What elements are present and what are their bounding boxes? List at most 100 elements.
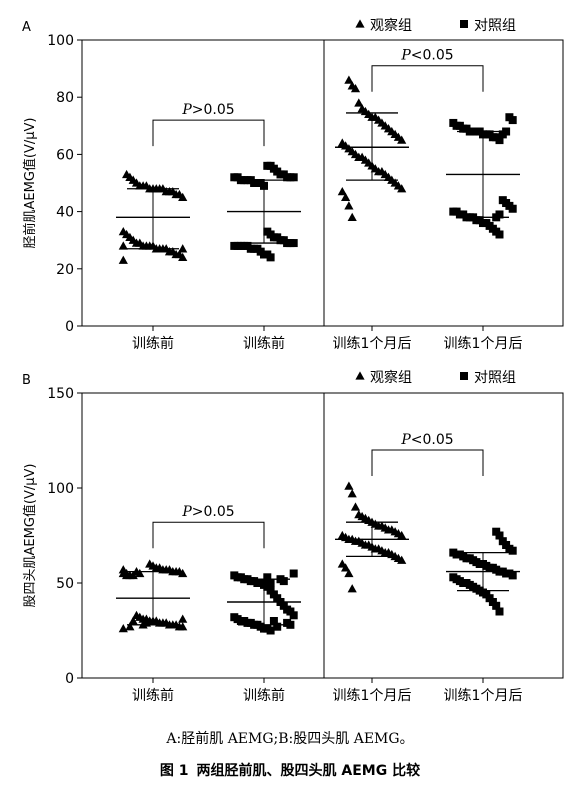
legend-label: 观察组 [370, 17, 412, 34]
data-point [337, 186, 347, 196]
data-point [263, 227, 272, 236]
data-point [145, 559, 155, 568]
data-point [344, 481, 354, 490]
data-point [357, 104, 367, 113]
data-point [449, 207, 458, 216]
data-point [131, 610, 142, 619]
data-point [449, 548, 458, 557]
x-tick-label: 训练1个月后 [333, 336, 412, 352]
data-point [341, 192, 351, 201]
data-point [230, 613, 239, 622]
data-point [266, 579, 275, 587]
bracket-line [152, 119, 265, 147]
significance-bracket: P>0.05 [152, 102, 265, 147]
significance-label: P>0.05 [181, 102, 234, 118]
legend-marker-triangle [355, 19, 365, 28]
data-point [131, 567, 142, 576]
data-point [337, 530, 347, 540]
bracket-line [371, 65, 484, 92]
panel-label: A [22, 20, 31, 35]
data-point [347, 212, 357, 221]
y-tick-label: 50 [56, 576, 74, 592]
figure-caption: 图 1 两组胫前肌、股四头肌 AEMG 比较 [0, 760, 580, 780]
data-point [495, 607, 504, 616]
panel-label: B [22, 373, 31, 388]
series-0 [116, 169, 190, 264]
legend: 观察组 对照组 [355, 369, 516, 386]
significance-label: P<0.05 [400, 48, 453, 64]
data-point [350, 502, 361, 511]
y-axis-label: 股四头肌AEMG值(V/μV) [22, 464, 38, 608]
data-point [492, 527, 501, 536]
data-point [125, 622, 135, 631]
data-point [118, 227, 128, 236]
data-point [492, 213, 501, 222]
series-3 [446, 527, 520, 616]
data-point [273, 622, 282, 631]
significance-bracket: P>0.05 [152, 504, 265, 549]
data-point [269, 617, 278, 625]
y-axis-label: 胫前肌AEMG值(V/μV) [22, 118, 38, 249]
data-point [118, 241, 128, 250]
data-point [354, 510, 364, 519]
legend-label: 对照组 [474, 18, 516, 34]
legend: 观察组 对照组 [355, 17, 516, 34]
series-1 [227, 569, 301, 635]
data-point [118, 624, 128, 633]
series-1 [227, 161, 301, 262]
data-point [289, 569, 298, 578]
data-point [337, 138, 347, 147]
data-point [178, 244, 188, 253]
data-point [230, 241, 239, 250]
legend-marker-triangle [355, 371, 365, 380]
data-point [505, 113, 514, 122]
figure-number: 图 1 [159, 763, 189, 779]
significance-bracket: P<0.05 [371, 48, 484, 92]
figure-title: 两组胫前肌、股四头肌 AEMG 比较 [196, 763, 421, 779]
y-tick-label: 80 [56, 90, 74, 106]
data-point [498, 130, 507, 139]
y-tick-label: 20 [56, 262, 74, 278]
data-point [276, 575, 285, 584]
figure-subcaption: A:胫前肌 AEMG;B:股四头肌 AEMG。 [166, 731, 414, 747]
x-tick-label: 训练1个月后 [444, 688, 523, 704]
y-tick-label: 60 [56, 147, 74, 163]
series-0 [116, 559, 190, 633]
data-point [122, 169, 132, 179]
chart-panel-A: A 0 20 40 60 80 100 胫前肌AEMG值(V/μV) 训练前 训练前 训练1个月后 训… [22, 17, 564, 352]
data-point [230, 173, 239, 182]
y-tick-label: 150 [47, 386, 74, 402]
series-2 [335, 481, 409, 593]
legend-label: 观察组 [370, 369, 412, 386]
legend-marker-square [460, 20, 468, 28]
series-2 [335, 75, 409, 221]
data-point [344, 201, 354, 210]
significance-label: P>0.05 [181, 504, 234, 520]
x-tick-label: 训练1个月后 [444, 336, 523, 352]
data-point [178, 614, 188, 623]
plot-frame [81, 39, 564, 327]
data-point [344, 568, 354, 578]
data-point [118, 255, 128, 264]
x-tick-label: 训练前 [132, 335, 174, 352]
data-point [230, 571, 239, 580]
data-point [347, 584, 357, 593]
data-point [354, 98, 364, 107]
data-point [283, 618, 292, 627]
x-tick-label: 训练前 [243, 335, 285, 352]
data-point [449, 573, 458, 582]
data-point [498, 196, 507, 205]
legend-marker-square [460, 372, 468, 380]
legend-label: 对照组 [474, 370, 516, 386]
y-tick-label: 0 [65, 319, 74, 335]
y-tick-label: 40 [56, 205, 74, 221]
data-point [347, 489, 357, 498]
y-tick-label: 0 [65, 671, 74, 687]
y-tick-label: 100 [47, 481, 74, 497]
data-point [498, 537, 507, 546]
data-point [347, 81, 357, 90]
data-point [122, 570, 132, 580]
data-point [128, 616, 138, 625]
series-3 [446, 113, 520, 239]
